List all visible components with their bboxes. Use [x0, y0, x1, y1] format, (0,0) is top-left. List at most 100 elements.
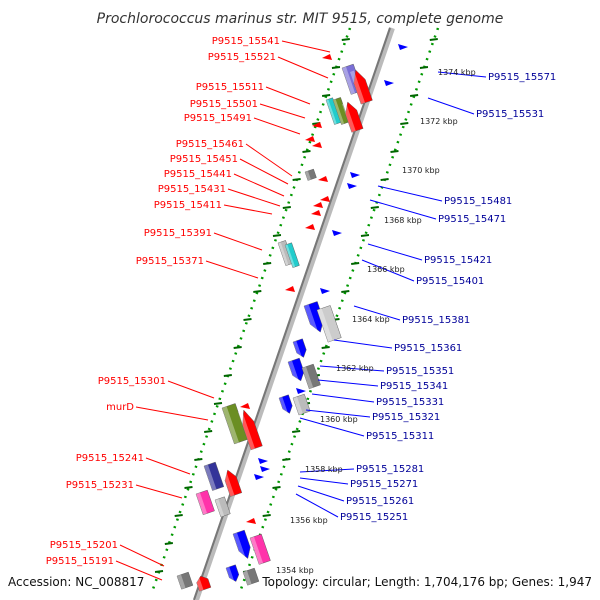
kbp-label: 1374 kbp — [438, 68, 476, 77]
inner-tick — [302, 150, 311, 153]
gene-block-red-shape — [353, 69, 373, 105]
kbp-label: 1372 kbp — [420, 117, 458, 126]
inner-tick — [331, 66, 341, 69]
inner-tick — [204, 430, 213, 433]
gene-label-right: P9515_15251 — [340, 512, 408, 523]
gene-block-red-shape — [224, 469, 243, 497]
gene-label-right: P9515_15471 — [438, 214, 506, 225]
gene-label-left: P9515_15451 — [170, 154, 238, 165]
gene-label-left: P9515_15521 — [208, 52, 276, 63]
leader-line-left — [233, 173, 285, 197]
short-gene-forward — [305, 224, 315, 230]
gene-block-cyan-highlight — [326, 99, 337, 125]
gene-block-grey-highlight — [302, 366, 314, 389]
leader-line-right — [299, 468, 355, 473]
short-gene-forward — [240, 403, 250, 409]
gene-label-right: P9515_15421 — [424, 255, 492, 266]
leader-line-left — [227, 188, 281, 207]
gene-block-grey-highlight — [305, 170, 311, 181]
gene-block-grey-light-highlight — [215, 498, 225, 518]
gene-block-navy-shape — [203, 461, 225, 491]
gene-block-navy-highlight — [204, 464, 217, 491]
gene-label-left: P9515_15371 — [136, 256, 204, 267]
outer-tick — [262, 514, 271, 517]
gene-label-left: P9515_15391 — [144, 228, 212, 239]
gene-block-blue-shape — [225, 564, 240, 582]
short-gene-forward — [311, 210, 321, 216]
short-gene-forward — [285, 286, 295, 292]
gene-block-grey — [242, 567, 260, 586]
leader-line-right — [333, 339, 393, 349]
gene-block-red — [350, 69, 373, 105]
gene-block-pink-shape — [249, 533, 271, 565]
gene-block-red-highlight — [350, 70, 366, 105]
gene-block-blue-shape — [292, 338, 307, 358]
gene-block-blue — [303, 301, 324, 335]
inner-tick — [322, 94, 331, 97]
gene-block-red-shape — [196, 575, 212, 592]
short-gene-reverse — [350, 172, 360, 178]
kbp-label: 1368 kbp — [384, 216, 422, 225]
gene-label-left: P9515_15541 — [212, 36, 280, 47]
gene-label-right: P9515_15481 — [444, 196, 512, 207]
outer-tick — [429, 38, 438, 41]
gene-block-red-shape — [242, 409, 263, 451]
short-gene-reverse — [260, 466, 270, 472]
short-gene-forward — [318, 176, 328, 182]
gene-block-blue — [232, 529, 251, 561]
gene-block-red — [222, 469, 243, 497]
short-gene-forward — [305, 136, 315, 142]
gene-block-grey-light-highlight — [278, 242, 289, 266]
gene-label-left: P9515_15511 — [196, 82, 264, 93]
gene-block-pink-highlight — [196, 492, 208, 515]
leader-line-right — [369, 199, 437, 220]
gene-block-cyan — [284, 242, 300, 268]
label-leader-lines — [115, 40, 487, 581]
short-gene-reverse — [332, 230, 342, 236]
outer-tick — [370, 206, 379, 209]
gene-block-navy — [203, 461, 225, 491]
gene-block-red-highlight — [342, 102, 356, 133]
inner-tick — [243, 318, 252, 321]
gene-label-right: P9515_15381 — [402, 315, 470, 326]
short-gene-forward — [320, 196, 330, 202]
inner-tick — [184, 486, 193, 489]
kbp-label: 1362 kbp — [336, 364, 374, 373]
gene-block-grey-shape — [176, 571, 194, 590]
leader-line-right — [361, 259, 415, 282]
kbp-label: 1370 kbp — [402, 166, 440, 175]
leader-line-left — [277, 56, 329, 79]
leader-line-left — [205, 260, 259, 279]
short-gene-reverse — [254, 474, 264, 480]
outer-tick — [419, 66, 429, 69]
kbp-label: 1356 kbp — [290, 516, 328, 525]
leader-line-left — [213, 232, 263, 251]
gene-block-blue-highlight — [288, 360, 300, 383]
gene-block-grey-highlight — [243, 570, 252, 586]
gene-block-blue — [225, 564, 240, 584]
gene-label-left: P9515_15231 — [66, 480, 134, 491]
outer-tick — [400, 122, 409, 125]
outer-tick — [282, 458, 291, 461]
kbp-label: 1354 kbp — [276, 566, 314, 575]
leader-line-right — [319, 365, 385, 372]
short-gene-forward — [246, 518, 256, 524]
leader-line-left — [281, 40, 331, 53]
gene-block-pink — [249, 533, 271, 565]
gene-block-grey — [301, 363, 321, 390]
gene-block-olive-highlight — [333, 99, 345, 125]
gene-block-blue-highlight — [233, 532, 247, 561]
gene-block-grey-light — [292, 393, 311, 416]
gene-block-purple-highlight — [342, 66, 356, 95]
short-gene-forward — [312, 142, 322, 148]
gene-block-grey — [304, 168, 317, 181]
leader-line-right — [297, 485, 345, 502]
gene-block-red-highlight — [222, 470, 235, 497]
gene-label-left: P9515_15191 — [46, 556, 114, 567]
gene-label-left: P9515_15411 — [154, 200, 222, 211]
gene-block-grey-light-shape — [316, 305, 342, 343]
outer-tick — [360, 234, 370, 237]
gene-block-pink — [195, 489, 215, 516]
gene-label-right: P9515_15351 — [386, 366, 454, 377]
